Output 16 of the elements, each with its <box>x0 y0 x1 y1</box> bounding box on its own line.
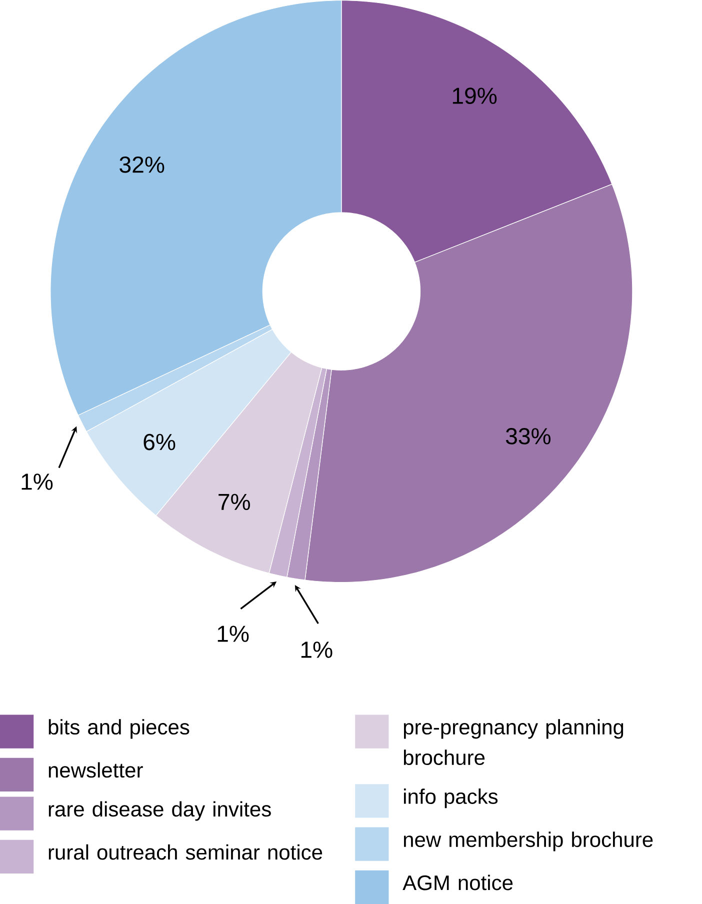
data-label: 19% <box>452 88 497 104</box>
legend-label: newsletter <box>48 762 143 778</box>
data-label: 33% <box>506 428 551 444</box>
data-label: 1% <box>22 474 53 490</box>
legend-label: new membership brochure <box>404 832 653 852</box>
legend-label: bits and pieces <box>48 719 190 739</box>
legend-label: pre-pregnancy planning brochure <box>404 719 624 766</box>
data-label: 7% <box>218 494 250 510</box>
data-label: 1% <box>218 626 249 642</box>
legend-label: AGM notice <box>402 874 513 890</box>
legend-label: info packs <box>404 788 498 808</box>
legend-label: rare disease day invites <box>48 801 271 821</box>
data-label: 1% <box>301 642 332 658</box>
data-label: 6% <box>144 434 176 450</box>
legend-label: rural outreach seminar notice <box>48 844 322 860</box>
data-label: 32% <box>120 156 164 173</box>
